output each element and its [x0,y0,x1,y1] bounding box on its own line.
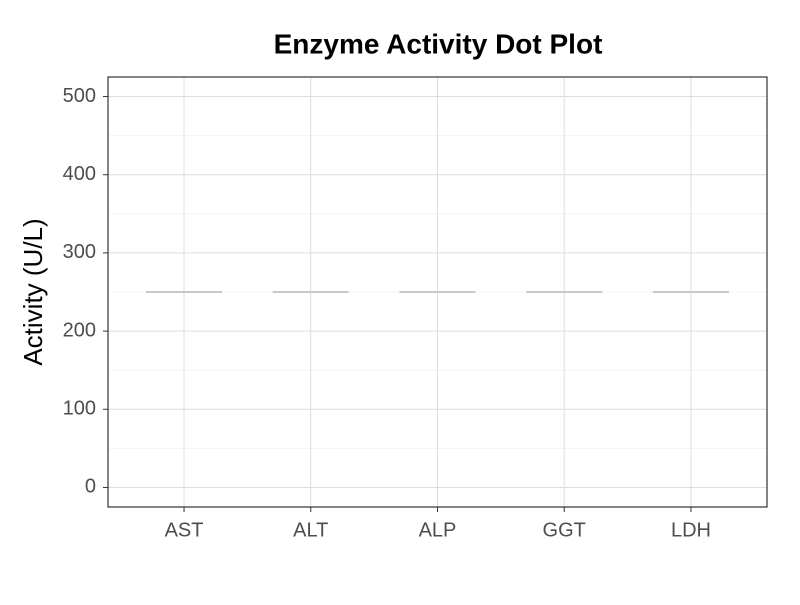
y-tick-label: 500 [63,85,96,107]
y-tick-label: 0 [85,476,96,498]
panel-border [107,76,768,508]
x-tick-label: AST [165,519,204,541]
x-tick-label: ALT [293,519,328,541]
y-tick-label: 200 [63,319,96,341]
y-tick-label: 300 [63,241,96,263]
x-tick-label: LDH [671,519,711,541]
x-tick-label: GGT [543,519,586,541]
y-tick-label: 100 [63,398,96,420]
x-tick-label: ALP [419,519,457,541]
chart-title: Enzyme Activity Dot Plot [274,28,603,59]
y-axis-label: Activity (U/L) [18,218,48,365]
y-tick-label: 400 [63,163,96,185]
